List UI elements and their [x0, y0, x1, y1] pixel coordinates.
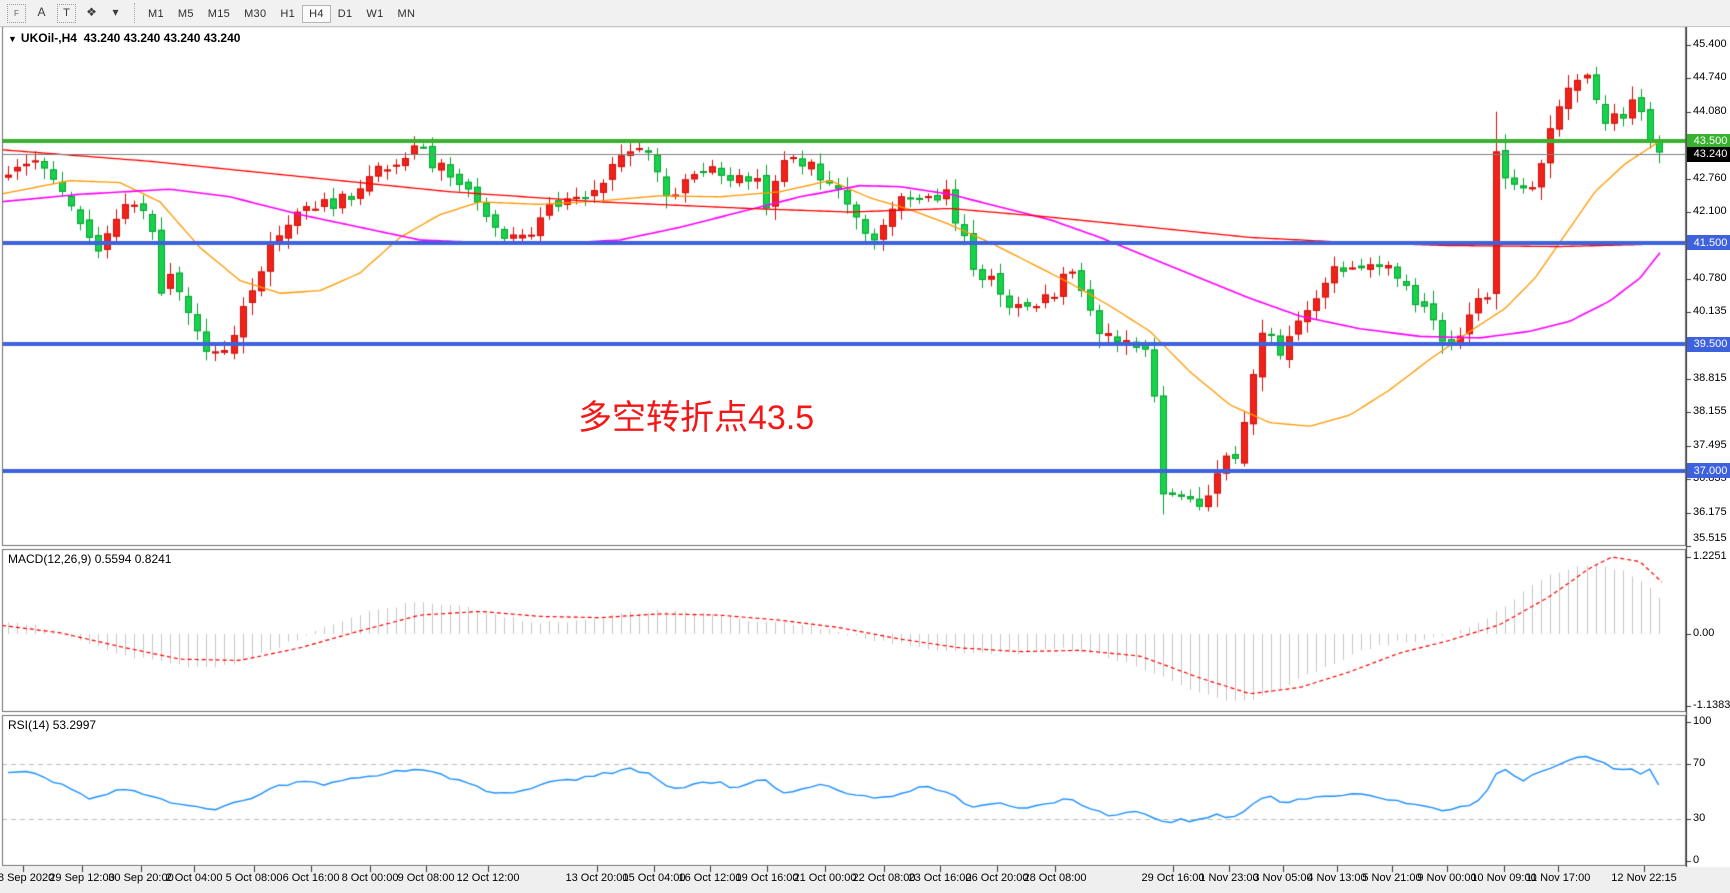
toolbar-separator — [134, 3, 135, 23]
time-tick-label: 6 Oct 16:00 — [282, 872, 340, 884]
top-toolbar: F A T ❖ ▾ M1 M5 M15 M30 H1 H4 D1 W1 MN — [0, 0, 1730, 27]
price-tick-label: 38.815 — [1693, 371, 1727, 384]
price-tick-label: 44.740 — [1693, 71, 1727, 84]
time-tick-label: 10 Nov 09:00 — [1471, 872, 1537, 884]
time-tick-label: 21 Oct 00:00 — [793, 872, 857, 884]
timeframe-buttons-group: M1 M5 M15 M30 H1 H4 D1 W1 MN — [141, 4, 422, 23]
time-tick-label: 5 Nov 21:00 — [1362, 872, 1422, 884]
timeframe-button-m30[interactable]: M30 — [244, 8, 267, 20]
chart-text-annotation[interactable]: 多空转折点43.5 — [578, 399, 815, 437]
rsi-tick-label: 100 — [1693, 715, 1712, 727]
rsi-tick-label: 30 — [1693, 812, 1706, 825]
time-tick-label: 29 Sep 12:00 — [49, 872, 115, 884]
timeframe-button-h4[interactable]: H4 — [302, 5, 331, 23]
rsi-indicator-label: RSI(14) 53.2997 — [8, 718, 96, 732]
timeframe-button-m5[interactable]: M5 — [177, 8, 194, 20]
timeframe-button-h1[interactable]: H1 — [280, 8, 296, 20]
time-tick-label: 26 Oct 20:00 — [965, 872, 1029, 884]
level-price-label-39.500: 39.500 — [1687, 336, 1730, 352]
macd-tick-label: -1.1383 — [1693, 698, 1730, 711]
price-tick-label: 40.780 — [1693, 272, 1727, 285]
price-tick-label: 35.515 — [1693, 532, 1727, 544]
time-tick-label: 9 Oct 08:00 — [397, 872, 455, 884]
timeframe-button-d1[interactable]: D1 — [337, 8, 353, 20]
timeframe-button-w1[interactable]: W1 — [366, 8, 384, 20]
time-tick-label: 9 Nov 00:00 — [1417, 872, 1477, 884]
time-tick-label: 22 Oct 08:00 — [852, 872, 916, 884]
rsi-name: RSI(14) — [8, 718, 50, 732]
time-tick-label: 28 Sep 2020 — [0, 872, 55, 884]
timeframe-button-mn[interactable]: MN — [397, 8, 416, 20]
price-tick-label: 36.175 — [1693, 505, 1727, 518]
symbol-name: UKOil-,H4 — [20, 31, 77, 45]
macd-values: 0.5594 0.8241 — [94, 552, 172, 566]
time-tick-label: 3 Nov 05:00 — [1253, 872, 1313, 884]
drawing-tools-group: F A T ❖ ▾ — [0, 3, 124, 23]
current-price-label: 43.240 — [1687, 146, 1730, 162]
price-tick-label: 37.495 — [1693, 438, 1727, 451]
macd-name: MACD(12,26,9) — [8, 552, 92, 566]
time-tick-label: 12 Oct 12:00 — [456, 872, 520, 884]
time-tick-label: 29 Oct 16:00 — [1141, 872, 1205, 884]
price-tick-label: 45.400 — [1693, 37, 1727, 50]
macd-tick-label: 0.00 — [1693, 627, 1715, 639]
level-price-label-43.500: 43.500 — [1687, 133, 1730, 149]
time-tick-label: 4 Nov 13:00 — [1307, 872, 1367, 884]
level-price-label-37.000: 37.000 — [1687, 463, 1730, 479]
price-tick-label: 40.135 — [1693, 304, 1727, 317]
price-tick-label: 38.155 — [1693, 405, 1727, 418]
macd-tick-label: 1.2251 — [1693, 549, 1727, 562]
symbol-dropdown-icon[interactable]: ▼ — [8, 34, 17, 44]
price-tick-label: 44.080 — [1693, 104, 1727, 117]
timeframe-button-m1[interactable]: M1 — [148, 8, 164, 20]
text-box-icon[interactable]: T — [57, 3, 76, 23]
time-tick-label: 8 Oct 00:00 — [341, 872, 399, 884]
time-tick-label: 12 Nov 22:15 — [1611, 872, 1677, 884]
time-tick-label: 13 Oct 20:00 — [565, 872, 629, 884]
font-label-icon[interactable]: A — [37, 5, 46, 19]
rsi-tick-label: 0 — [1693, 854, 1700, 866]
rsi-tick-label: 70 — [1693, 756, 1706, 769]
macd-indicator-label: MACD(12,26,9) 0.5594 0.8241 — [8, 552, 171, 566]
time-tick-label: 30 Sep 20:00 — [108, 872, 174, 884]
price-tick-label: 42.100 — [1693, 205, 1727, 218]
rsi-value: 53.2997 — [52, 718, 97, 732]
fibo-grid-icon[interactable]: F — [7, 4, 26, 23]
time-tick-label: 2 Oct 04:00 — [165, 872, 223, 884]
time-tick-label: 23 Oct 16:00 — [908, 872, 972, 884]
level-price-label-41.500: 41.500 — [1687, 235, 1730, 250]
chart-title: ▼ UKOil-,H4 43.240 43.240 43.240 43.240 — [8, 31, 240, 45]
time-tick-label: 1 Nov 23:00 — [1199, 872, 1259, 884]
timeframe-button-m15[interactable]: M15 — [207, 8, 231, 20]
time-tick-label: 16 Oct 12:00 — [678, 872, 742, 884]
price-tick-label: 42.760 — [1693, 171, 1727, 184]
ohlc-values: 43.240 43.240 43.240 43.240 — [83, 31, 241, 45]
shapes-tool-icon[interactable]: ❖ — [86, 5, 97, 19]
time-tick-label: 28 Oct 08:00 — [1023, 872, 1087, 884]
time-tick-label: 5 Oct 08:00 — [225, 872, 283, 884]
shapes-dropdown-icon[interactable]: ▾ — [112, 5, 119, 19]
time-tick-label: 15 Oct 04:00 — [622, 872, 686, 884]
time-tick-label: 19 Oct 16:00 — [735, 872, 799, 884]
time-tick-label: 11 Nov 17:00 — [1525, 872, 1591, 884]
